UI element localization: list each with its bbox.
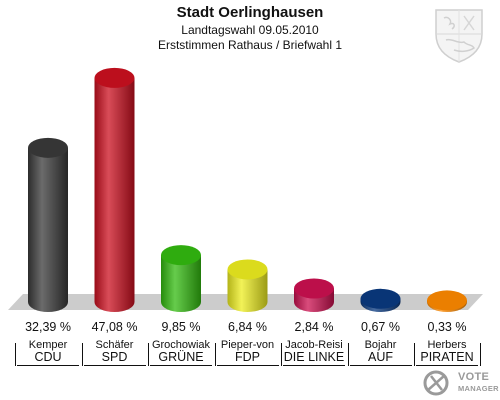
candidate-label: Grochowiak [151, 339, 211, 351]
label-separator [81, 343, 83, 366]
label-underline [283, 365, 345, 366]
label-separator [347, 343, 349, 366]
candidate-label: Bojahr [364, 339, 397, 351]
value-label: 32,39 % [25, 320, 71, 334]
candidate-label: Schäfer [95, 339, 134, 351]
party-label: GRÜNE [158, 350, 204, 364]
coat-of-arms-logo [435, 9, 483, 63]
party-label: AUF [368, 350, 393, 364]
label-separator [414, 343, 415, 366]
label-underline [349, 365, 412, 366]
value-label: 2,84 % [294, 320, 334, 334]
label-underline [416, 365, 478, 366]
label-separator [281, 343, 282, 366]
bar-chart [8, 67, 483, 312]
label-separator [480, 343, 481, 366]
bar-auf [360, 288, 401, 312]
chart-title: Stadt Oerlinghausen [176, 4, 324, 21]
chart-subtitle-date: Landtagswahl 09.05.2010 [181, 23, 319, 37]
vote-manager-logo [423, 370, 449, 396]
party-label: SPD [101, 350, 128, 364]
party-label: PIRATEN [420, 350, 474, 364]
bar-die-linke [294, 278, 334, 312]
label-underline [216, 365, 279, 366]
candidate-label: Pieper-von [220, 339, 275, 351]
label-underline [150, 365, 212, 366]
candidate-label: Herbers [427, 339, 467, 351]
candidate-label: Jacob-Reisi [285, 339, 343, 351]
value-label: 0,67 % [361, 320, 400, 334]
value-label: 47,08 % [91, 320, 138, 334]
watermark-manager: MANAGER [458, 384, 499, 393]
label-separator [148, 343, 149, 366]
chart-subtitle-district: Erststimmen Rathaus / Briefwahl 1 [157, 38, 343, 52]
party-label: DIE LINKE [283, 350, 345, 364]
value-label: 0,33 % [427, 320, 467, 334]
bar-spd [94, 67, 135, 312]
label-underline [17, 365, 79, 366]
value-label: 6,84 % [228, 320, 267, 334]
bar-cdu [28, 137, 68, 312]
value-label: 9,85 % [161, 320, 201, 334]
label-underline [83, 365, 146, 366]
party-label: CDU [34, 350, 62, 364]
label-separator [214, 343, 216, 366]
bar-piraten [427, 290, 467, 312]
bar-fdp [227, 259, 268, 312]
label-separator [15, 343, 16, 366]
watermark-vote: VOTE [458, 371, 490, 383]
bar-gr-ne [161, 245, 201, 312]
party-label: FDP [235, 350, 260, 364]
candidate-label: Kemper [28, 339, 68, 351]
